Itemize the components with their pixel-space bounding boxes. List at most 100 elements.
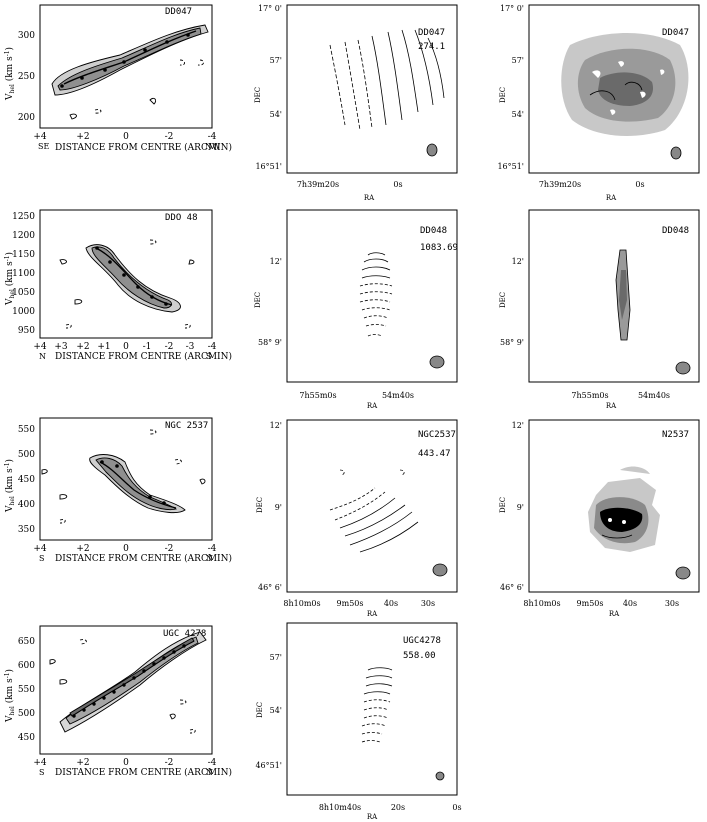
- dec-tick-label: 46° 6': [258, 583, 282, 592]
- ra-tick-label: 40s: [623, 599, 637, 608]
- dec-axis-label: DEC: [499, 87, 507, 103]
- map-label: DD048: [662, 226, 689, 236]
- velocity-field-dd047: DD047 274.1 17° 0' 57' 54' 16°51' 7h39m2…: [254, 4, 458, 202]
- x-tick-label: -4: [208, 342, 217, 352]
- ra-tick-label: 0s: [393, 180, 402, 189]
- orientation-left: S: [39, 554, 44, 563]
- beam-ellipse: [432, 563, 448, 577]
- y-tick-label: 550: [18, 685, 35, 695]
- x-tick-label: -4: [208, 758, 217, 768]
- pv-label: NGC 2537: [165, 421, 208, 431]
- x-tick-label: +2: [76, 342, 89, 352]
- y-axis-label: Vhel (km s-1): [4, 459, 16, 513]
- ra-tick-label: 7h55m0s: [571, 391, 608, 400]
- dec-tick-label: 12': [270, 257, 282, 266]
- map-label: DD047: [418, 28, 445, 38]
- moment-fill: [588, 466, 660, 552]
- velocity-contours: [359, 252, 393, 337]
- velocity-field-ddo48: DD048 1083.69 12' 58° 9' 7h55m0s 54m40s …: [254, 209, 458, 410]
- y-tick-label: 550: [18, 425, 35, 435]
- x-tick-label: -2: [165, 342, 174, 352]
- dec-tick-label: 57': [270, 56, 282, 65]
- x-tick-label: 0: [123, 342, 129, 352]
- dec-tick-label: 46°51': [255, 761, 282, 770]
- orientation-left: S: [39, 768, 44, 777]
- dec-tick-label: 9': [275, 503, 282, 512]
- y-tick-label: 1000: [12, 307, 35, 317]
- dec-tick-label: 58° 9': [500, 338, 524, 347]
- dec-axis-label: DEC: [256, 702, 264, 718]
- dec-tick-label: 58° 9': [258, 338, 282, 347]
- ra-tick-label: 40s: [384, 599, 398, 608]
- x-axis-label: DISTANCE FROM CENTRE (ARCMIN): [55, 142, 232, 153]
- map-label: UGC4278: [403, 636, 441, 646]
- beam-ellipse: [426, 143, 438, 157]
- x-tick-label: -1: [143, 342, 152, 352]
- dec-tick-label: 17° 0': [258, 4, 282, 13]
- map-label: DD048: [420, 226, 447, 236]
- y-tick-label: 1100: [12, 269, 35, 279]
- map-label: NGC2537: [418, 430, 456, 440]
- x-tick-label: +1: [97, 342, 110, 352]
- pv-points: [60, 33, 190, 88]
- pv-points: [72, 644, 186, 718]
- ra-tick-label: 8h10m0s: [283, 599, 320, 608]
- dec-tick-label: 54': [512, 110, 524, 119]
- y-tick-label: 500: [18, 709, 35, 719]
- x-tick-label: +4: [33, 132, 47, 142]
- ra-tick-label: 9m50s: [337, 599, 364, 608]
- y-axis-label: Vhel (km s-1): [4, 252, 16, 306]
- dec-axis-label: DEC: [254, 87, 262, 103]
- x-tick-label: 0: [123, 758, 129, 768]
- ra-tick-label: 0s: [635, 180, 644, 189]
- x-tick-label: -3: [186, 342, 195, 352]
- dec-tick-label: 16°51': [255, 162, 282, 171]
- x-tick-label: 0: [123, 132, 129, 142]
- x-tick-label: +2: [76, 132, 89, 142]
- pv-panel-dd047: DD047 300 250 200 +4 +2 0 -2 -4 SE NW DI…: [4, 4, 232, 153]
- pv-label: UGC 4278: [163, 629, 206, 639]
- map-label: DD047: [662, 28, 689, 38]
- orientation-right: N: [206, 554, 213, 563]
- moment-map-ddo48: DD048 12' 58° 9' 7h55m0s 54m40s RA DEC: [499, 209, 700, 410]
- dec-axis-label: DEC: [499, 497, 507, 513]
- velocity-field-ngc2537: NGC2537 443.47 12' 9' 46° 6' 8h10m0s 9m5…: [256, 419, 458, 618]
- velocity-contours: [329, 29, 445, 131]
- x-tick-label: -2: [165, 758, 174, 768]
- x-tick-label: +2: [76, 758, 89, 768]
- beam-ellipse: [675, 566, 691, 580]
- orientation-right: N: [206, 768, 213, 777]
- x-tick-label: -2: [165, 132, 174, 142]
- ra-axis-label: RA: [364, 194, 375, 202]
- y-tick-label: 1150: [12, 250, 35, 260]
- pv-contours: [49, 631, 207, 734]
- dec-tick-label: 9': [517, 503, 524, 512]
- beam-ellipse: [670, 146, 682, 160]
- y-tick-label: 600: [18, 661, 35, 671]
- ra-tick-label: 7h39m20s: [297, 180, 339, 189]
- x-axis-label: DISTANCE FROM CENTRE (ARCMIN): [55, 553, 232, 564]
- x-tick-label: +4: [33, 758, 47, 768]
- y-tick-label: 250: [18, 72, 35, 82]
- orientation-right: NW: [205, 142, 221, 151]
- ra-tick-label: 54m40s: [638, 391, 670, 400]
- y-tick-label: 950: [18, 326, 35, 336]
- velocity-contours: [361, 667, 393, 743]
- ra-tick-label: 7h39m20s: [539, 180, 581, 189]
- moment-fill: [615, 249, 631, 341]
- dec-axis-label: DEC: [499, 292, 507, 308]
- beam-ellipse: [435, 771, 445, 781]
- ra-axis-label: RA: [606, 194, 617, 202]
- ra-tick-label: 8h10m0s: [523, 599, 560, 608]
- dec-tick-label: 16°51': [497, 162, 524, 171]
- ra-tick-label: 0s: [452, 803, 461, 812]
- x-tick-label: +4: [33, 544, 47, 554]
- y-tick-label: 500: [18, 450, 35, 460]
- x-tick-label: +4: [33, 342, 47, 352]
- moment-fill: [561, 32, 689, 136]
- dec-tick-label: 54': [270, 110, 282, 119]
- map-value: 1083.69: [420, 243, 458, 253]
- dec-tick-label: 17° 0': [500, 4, 524, 13]
- y-tick-label: 450: [18, 475, 35, 485]
- velocity-contours: [329, 469, 419, 553]
